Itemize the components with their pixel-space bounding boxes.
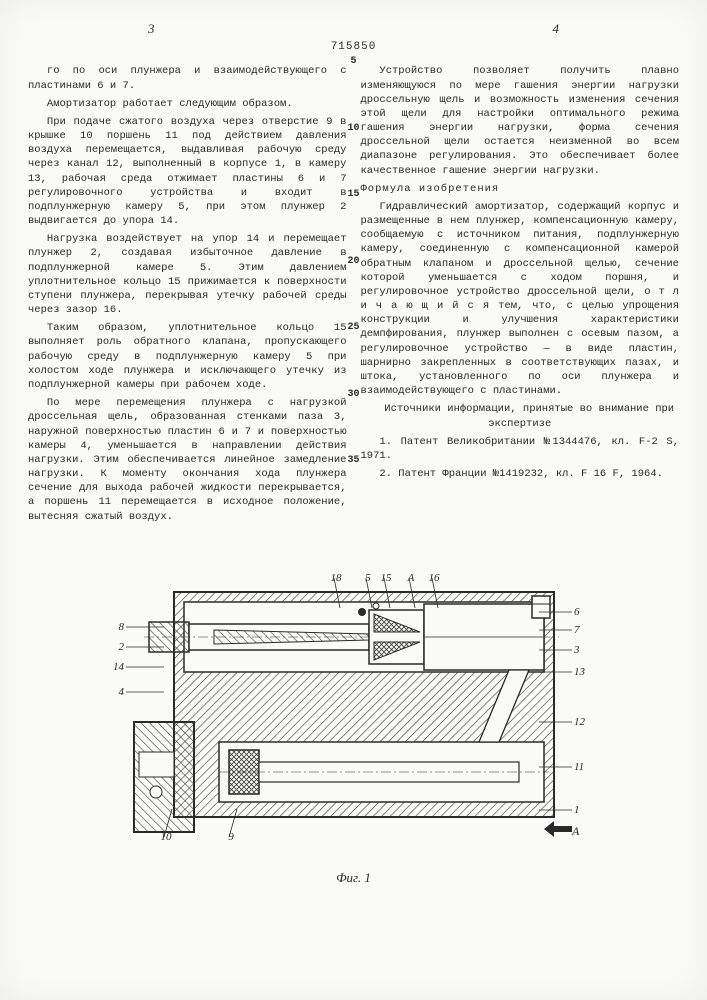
paragraph: го по оси плунжера и взаимодействующего … <box>28 64 347 92</box>
formula-title: Формула изобретения <box>361 182 680 196</box>
paragraph: По мере перемещения плунжера с нагрузкой… <box>28 396 347 524</box>
svg-text:18: 18 <box>330 572 342 584</box>
svg-text:4: 4 <box>118 686 124 698</box>
paragraph: При подаче сжатого воздуха через отверст… <box>28 115 347 228</box>
paragraph: Амортизатор работает следующим образом. <box>28 97 347 111</box>
paragraph: Устройство позволяет получить плавно изм… <box>361 64 680 177</box>
svg-text:5: 5 <box>365 572 371 584</box>
svg-text:2: 2 <box>118 641 124 653</box>
technical-drawing: A18515A16821446731312111109 <box>104 542 604 862</box>
svg-text:3: 3 <box>573 644 580 656</box>
svg-text:A: A <box>571 824 580 838</box>
svg-text:10: 10 <box>160 831 172 843</box>
svg-text:9: 9 <box>228 831 234 843</box>
sources-title: Источники информации, принятые во вниман… <box>361 402 680 430</box>
source-item: 2. Патент Франции №1419232, кл. F 16 F, … <box>361 467 680 481</box>
svg-text:1: 1 <box>574 804 580 816</box>
document-number: 715850 <box>28 40 679 55</box>
svg-text:7: 7 <box>574 624 580 636</box>
svg-text:8: 8 <box>118 621 124 633</box>
text-columns: го по оси плунжера и взаимодействующего … <box>28 64 679 527</box>
svg-text:11: 11 <box>574 761 584 773</box>
svg-text:14: 14 <box>113 661 125 673</box>
svg-text:12: 12 <box>574 716 586 728</box>
svg-text:16: 16 <box>428 572 440 584</box>
page-num-left: 3 <box>148 20 155 38</box>
drawing-svg: A18515A16821446731312111109 <box>104 542 604 862</box>
page-num-right: 4 <box>553 20 560 38</box>
svg-text:13: 13 <box>574 666 586 678</box>
paragraph: Нагрузка воздействует на упор 14 и перем… <box>28 232 347 317</box>
paragraph: Таким образом, уплотнительное кольцо 15 … <box>28 321 347 392</box>
left-column: го по оси плунжера и взаимодействующего … <box>28 64 347 527</box>
claim-paragraph: Гидравлический амортизатор, содержащий к… <box>361 200 680 398</box>
svg-text:6: 6 <box>574 606 580 618</box>
svg-text:15: 15 <box>380 572 392 584</box>
right-column: Устройство позволяет получить плавно изм… <box>361 64 680 527</box>
source-item: 1. Патент Великобритании №1344476, кл. F… <box>361 435 680 463</box>
svg-text:A: A <box>406 572 414 584</box>
figure-caption: Фиг. 1 <box>28 869 679 887</box>
figure-container: A18515A16821446731312111109 Фиг. 1 <box>28 542 679 887</box>
